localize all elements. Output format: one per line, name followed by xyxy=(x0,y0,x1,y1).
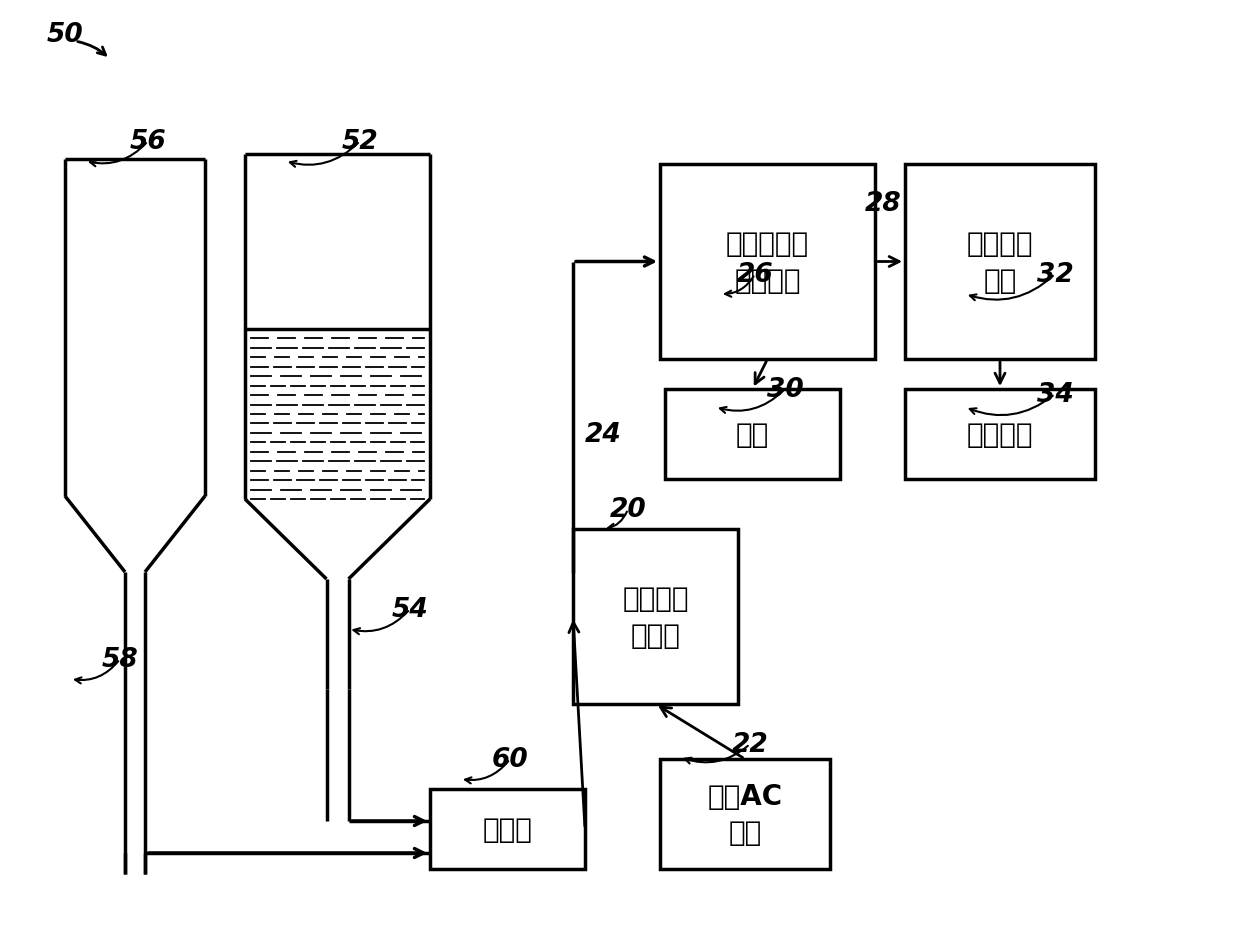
Text: 32: 32 xyxy=(1037,262,1074,288)
Text: 20: 20 xyxy=(610,496,646,522)
Text: 50: 50 xyxy=(47,22,83,48)
Text: 等离子体
反应器: 等离子体 反应器 xyxy=(622,585,688,650)
Text: 生物柴油与
甸油分离: 生物柴油与 甸油分离 xyxy=(725,230,808,294)
Text: 30: 30 xyxy=(766,377,804,403)
Bar xyxy=(665,390,839,480)
Text: 甸油: 甸油 xyxy=(735,420,769,448)
Text: 24: 24 xyxy=(584,421,621,447)
Text: 生物柴油
纯化: 生物柴油 纯化 xyxy=(967,230,1033,294)
Bar xyxy=(905,165,1095,360)
Text: 22: 22 xyxy=(732,731,769,757)
Text: 高压AC
电源: 高压AC 电源 xyxy=(708,781,782,846)
Text: 56: 56 xyxy=(130,129,166,155)
Text: 60: 60 xyxy=(491,746,528,772)
Text: 58: 58 xyxy=(102,646,139,672)
Text: 34: 34 xyxy=(1037,381,1074,407)
Bar xyxy=(573,530,738,704)
Bar xyxy=(660,759,830,869)
Text: 26: 26 xyxy=(737,262,774,288)
Text: 52: 52 xyxy=(342,129,378,155)
Bar xyxy=(905,390,1095,480)
Text: 54: 54 xyxy=(392,597,428,623)
Text: 生物柴油: 生物柴油 xyxy=(967,420,1033,448)
Bar xyxy=(430,789,585,869)
Bar xyxy=(660,165,875,360)
Text: 28: 28 xyxy=(864,191,901,217)
Text: 混合器: 混合器 xyxy=(482,815,532,844)
